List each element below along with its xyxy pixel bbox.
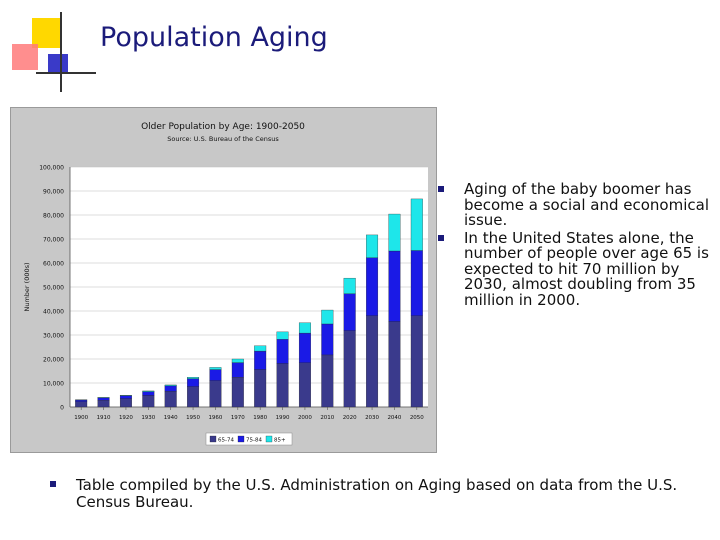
bar-segment-75-84	[119, 395, 132, 399]
y-tick-label: 90,000	[43, 189, 64, 196]
legend-label: 85+	[274, 438, 286, 444]
bar-segment-65-74	[187, 386, 200, 408]
bullet-list-right: Aging of the baby boomer has become a so…	[438, 180, 710, 310]
x-tick-label: 2030	[365, 415, 379, 421]
bullet-item: Table compiled by the U.S. Administratio…	[50, 477, 690, 511]
bar-segment-65-74	[276, 363, 289, 408]
bar-segment-75-84	[343, 293, 356, 331]
legend-swatch	[209, 435, 217, 443]
y-tick-label: 60,000	[43, 261, 64, 268]
bullet-square-icon	[438, 234, 444, 241]
corner-red-square	[12, 44, 38, 70]
x-tick-label: 1910	[97, 415, 111, 421]
bar-segment-85+	[366, 234, 379, 258]
bar-segment-65-74	[388, 321, 401, 408]
x-tick-label: 2050	[410, 415, 424, 421]
bar-segment-65-74	[321, 354, 334, 408]
corner-yellow-square	[32, 18, 62, 48]
legend-label: 65-74	[218, 438, 234, 444]
bar-segment-85+	[164, 384, 177, 387]
bar-segment-75-84	[276, 339, 289, 364]
bar-segment-85+	[142, 390, 155, 392]
bar-segment-85+	[298, 322, 311, 334]
y-tick-label: 70,000	[43, 237, 64, 244]
chart-subtitle: Source: U.S. Bureau of the Census	[167, 135, 279, 143]
bar-segment-75-84	[388, 250, 401, 322]
y-tick-label: 40,000	[43, 309, 64, 316]
y-tick-label: 80,000	[43, 213, 64, 220]
bar-segment-75-84	[187, 378, 200, 387]
x-tick-label: 1980	[253, 415, 267, 421]
bar-segment-85+	[254, 345, 267, 352]
y-tick-label: 100,000	[39, 165, 64, 172]
y-tick-label: 30,000	[43, 333, 64, 340]
x-tick-label: 2000	[298, 415, 312, 421]
bar-segment-75-84	[366, 257, 379, 316]
bullet-text: Table compiled by the U.S. Administratio…	[76, 476, 678, 511]
bullet-text: Aging of the baby boomer has become a so…	[464, 180, 709, 229]
bullet-item: In the United States alone, the number o…	[438, 228, 710, 309]
bar-segment-75-84	[75, 399, 88, 402]
x-tick-label: 2040	[387, 415, 401, 421]
bar-segment-75-84	[298, 332, 311, 363]
y-tick-label: 20,000	[43, 357, 64, 364]
bar-segment-65-74	[209, 380, 222, 408]
legend-label: 75-84	[246, 438, 262, 444]
bar-segment-75-84	[209, 369, 222, 381]
legend-swatch	[265, 435, 273, 443]
x-tick-label: 1920	[119, 415, 133, 421]
corner-horizontal-line	[36, 72, 96, 74]
corner-blue-square	[48, 54, 68, 74]
bar-segment-75-84	[164, 385, 177, 392]
bar-segment-65-74	[142, 395, 155, 408]
stacked-bar-chart: Older Population by Age: 1900-2050 Source…	[23, 122, 428, 446]
bar-segment-65-74	[298, 362, 311, 408]
x-tick-label: 1960	[208, 415, 222, 421]
y-axis-label: Number (000s)	[23, 262, 31, 311]
x-tick-label: 1900	[74, 415, 88, 421]
bullet-square-icon	[438, 186, 444, 192]
bullet-list-bottom: Table compiled by the U.S. Administratio…	[50, 477, 690, 513]
bar-segment-85+	[343, 277, 356, 294]
x-tick-label: 2020	[343, 415, 357, 421]
bullet-text: In the United States alone, the number o…	[464, 228, 709, 309]
bar-segment-65-74	[231, 377, 244, 408]
bullet-item: Aging of the baby boomer has become a so…	[438, 180, 710, 229]
y-tick-label: 10,000	[43, 381, 64, 388]
bar-segment-85+	[388, 213, 401, 252]
bar-segment-85+	[231, 358, 244, 363]
bullet-square-icon	[50, 481, 56, 487]
x-tick-label: 2010	[320, 415, 334, 421]
y-tick-label: 0	[60, 405, 64, 412]
bar-segment-75-84	[97, 397, 110, 401]
legend-swatch	[237, 435, 245, 443]
bar-segment-75-84	[254, 350, 267, 370]
x-tick-label: 1930	[141, 415, 155, 421]
bar-segment-65-74	[119, 398, 132, 408]
bar-segment-75-84	[142, 391, 155, 396]
bar-segment-85+	[187, 377, 200, 379]
bar-segment-65-74	[254, 369, 267, 408]
bar-segment-65-74	[366, 315, 379, 408]
bar-segment-85+	[276, 331, 289, 340]
bar-segment-75-84	[231, 362, 244, 378]
page-title: Population Aging	[100, 22, 328, 53]
bar-segment-65-74	[75, 401, 88, 408]
x-tick-label: 1940	[164, 415, 178, 421]
bar-segment-75-84	[410, 250, 423, 316]
chart-title: Older Population by Age: 1900-2050	[141, 122, 305, 132]
bar-segment-85+	[209, 367, 222, 370]
corner-vertical-line	[60, 12, 62, 92]
bar-segment-65-74	[164, 391, 177, 408]
bar-segment-85+	[410, 198, 423, 251]
bar-segment-75-84	[321, 323, 334, 356]
bar-segment-85+	[321, 309, 334, 325]
x-tick-label: 1990	[276, 415, 290, 421]
x-tick-label: 1950	[186, 415, 200, 421]
x-tick-label: 1970	[231, 415, 245, 421]
y-tick-label: 50,000	[43, 285, 64, 292]
bar-segment-65-74	[410, 315, 423, 408]
bar-segment-65-74	[343, 330, 356, 408]
bar-segment-65-74	[97, 400, 110, 408]
